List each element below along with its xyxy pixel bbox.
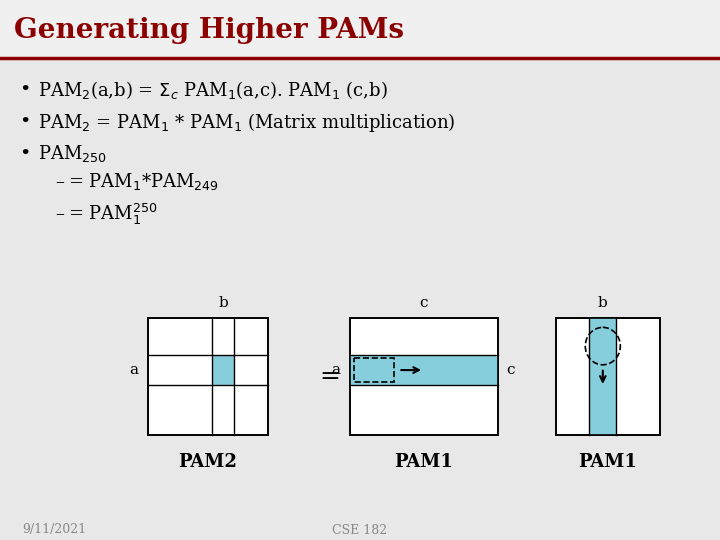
Bar	[0, 0, 720, 58]
Text: 9/11/2021: 9/11/2021	[22, 523, 86, 537]
Bar	[350, 318, 498, 435]
Bar	[148, 318, 268, 435]
Bar	[354, 359, 395, 382]
Text: PAM1: PAM1	[579, 453, 637, 471]
Text: b: b	[598, 296, 608, 310]
Text: = PAM$_1^{250}$: = PAM$_1^{250}$	[68, 201, 158, 227]
Bar	[556, 318, 660, 435]
Bar	[556, 318, 660, 435]
Text: a: a	[331, 363, 340, 377]
Bar	[589, 318, 616, 435]
Text: b: b	[218, 296, 228, 310]
Text: •: •	[19, 145, 31, 163]
Text: c: c	[506, 363, 515, 377]
Text: PAM$_2$ = PAM$_1$ * PAM$_1$ (Matrix multiplication): PAM$_2$ = PAM$_1$ * PAM$_1$ (Matrix mult…	[38, 111, 455, 133]
Text: •: •	[19, 113, 31, 131]
Text: PAM$_{250}$: PAM$_{250}$	[38, 144, 107, 165]
Bar	[350, 318, 498, 435]
Text: CSE 182: CSE 182	[333, 523, 387, 537]
Text: PAM$_2$(a,b) = $\Sigma_c$ PAM$_1$(a,c). PAM$_1$ (c,b): PAM$_2$(a,b) = $\Sigma_c$ PAM$_1$(a,c). …	[38, 79, 387, 101]
Text: Generating Higher PAMs: Generating Higher PAMs	[14, 17, 404, 44]
Bar	[212, 355, 235, 384]
Text: a: a	[129, 363, 138, 377]
Bar	[350, 355, 498, 384]
Text: =: =	[320, 365, 341, 388]
Text: PAM1: PAM1	[395, 453, 454, 471]
Text: = PAM$_1$*PAM$_{249}$: = PAM$_1$*PAM$_{249}$	[68, 172, 219, 192]
Text: –: –	[55, 205, 64, 223]
Bar	[148, 318, 268, 435]
Text: c: c	[420, 296, 428, 310]
Text: –: –	[55, 173, 64, 191]
Text: •: •	[19, 81, 31, 99]
Text: PAM2: PAM2	[179, 453, 238, 471]
